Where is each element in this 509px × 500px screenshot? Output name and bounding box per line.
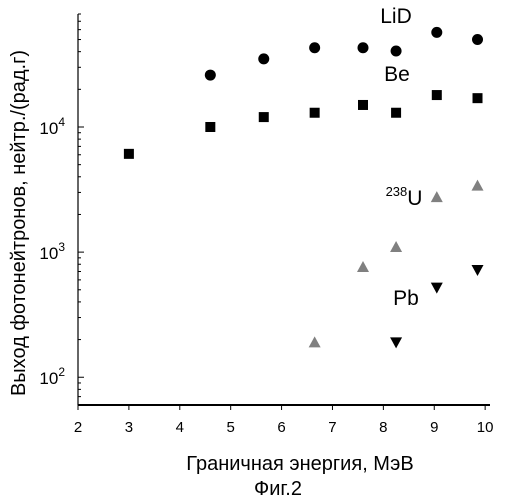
x-axis-title: Граничная энергия, МэВ xyxy=(186,453,413,475)
data-point-circle xyxy=(391,45,402,56)
data-point-square xyxy=(432,90,442,100)
series-label-text: Pb xyxy=(393,287,419,310)
x-tick-label: 10 xyxy=(477,419,494,436)
series-label: Pb xyxy=(393,287,419,310)
y-tick-base: 10 xyxy=(39,369,58,388)
y-tick-exponent: 4 xyxy=(58,115,65,129)
series-label: Be xyxy=(384,63,410,86)
y-tick-exponent: 3 xyxy=(58,240,65,254)
series-label: LiD xyxy=(380,5,412,28)
y-tick-label: 104 xyxy=(39,115,65,138)
data-marks xyxy=(124,27,484,348)
data-point-square xyxy=(358,100,368,110)
data-point-circle xyxy=(205,70,216,81)
data-point-triangle-up xyxy=(472,180,484,191)
data-point-circle xyxy=(258,53,269,64)
figure-caption: Фиг.2 xyxy=(254,478,302,500)
x-tick-label: 5 xyxy=(227,419,235,436)
x-tick-label: 3 xyxy=(125,419,133,436)
y-tick-exponent: 2 xyxy=(58,365,65,379)
data-point-square xyxy=(205,122,215,132)
data-point-triangle-up xyxy=(357,261,369,272)
data-point-circle xyxy=(309,42,320,53)
series-label-text: Be xyxy=(384,63,410,86)
y-tick-label: 103 xyxy=(39,240,65,263)
data-point-triangle-up xyxy=(390,241,402,252)
data-point-square xyxy=(310,108,320,118)
data-point-triangle-down xyxy=(390,337,402,348)
series-label-superscript: 238 xyxy=(386,184,408,199)
x-tick-label: 7 xyxy=(328,419,336,436)
x-tick-label: 9 xyxy=(430,419,438,436)
x-tick-label: 6 xyxy=(277,419,285,436)
data-point-square xyxy=(259,112,269,122)
data-point-triangle-up xyxy=(309,336,321,347)
x-tick-label: 8 xyxy=(379,419,387,436)
data-point-circle xyxy=(472,34,483,45)
y-tick-base: 10 xyxy=(39,244,58,263)
y-tick-base: 10 xyxy=(39,119,58,138)
x-tick-label: 2 xyxy=(74,419,82,436)
data-point-circle xyxy=(358,42,369,53)
ticks: 2345678910102103104 xyxy=(39,14,493,436)
x-tick-label: 4 xyxy=(176,419,184,436)
series-label-text: LiD xyxy=(380,5,412,28)
data-point-triangle-up xyxy=(431,191,443,202)
data-point-square xyxy=(124,149,134,159)
data-point-square xyxy=(473,93,483,103)
y-tick-label: 102 xyxy=(39,365,65,388)
series-label: 238U xyxy=(386,184,423,210)
data-point-square xyxy=(391,108,401,118)
series-label-text: U xyxy=(407,187,422,210)
axes xyxy=(78,14,490,405)
y-axis-title: Выход фотонейтронов, нейтр./(рад.г) xyxy=(8,50,30,396)
data-point-triangle-down xyxy=(431,283,443,294)
data-point-triangle-down xyxy=(472,265,484,276)
data-point-circle xyxy=(431,27,442,38)
